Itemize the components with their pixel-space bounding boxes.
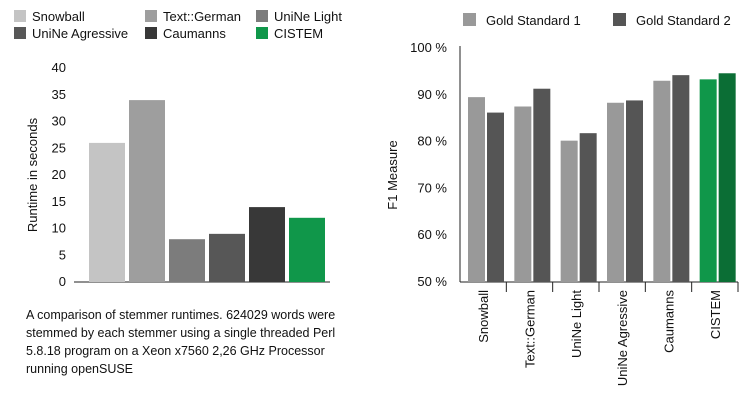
- chart-caption: A comparison of stemmer runtimes. 624029…: [26, 308, 336, 376]
- f1-bar: [514, 106, 532, 282]
- x-tick-label: Caumanns: [662, 290, 677, 353]
- y-tick-label: 70 %: [417, 180, 447, 195]
- legend-label: Caumanns: [163, 26, 226, 41]
- y-tick-label: 60 %: [417, 227, 447, 242]
- y-tick-label: 90 %: [417, 87, 447, 102]
- f1-bar: [672, 75, 690, 282]
- y-tick-label: 0: [59, 274, 66, 289]
- legend-swatch: [14, 27, 26, 39]
- f1-bar: [653, 80, 671, 282]
- f1-bar: [718, 73, 736, 282]
- f1-bar: [626, 100, 643, 282]
- y-tick-label: 40: [52, 60, 66, 75]
- x-tick-label: CISTEM: [708, 290, 723, 339]
- y-tick-label: 10: [52, 221, 66, 236]
- legend-label: UniNe Agressive: [32, 26, 128, 41]
- legend-swatch: [14, 10, 26, 22]
- legend-label: Snowball: [32, 9, 85, 24]
- x-tick-label: UniNe Light: [569, 290, 584, 358]
- f1-bar: [533, 88, 551, 282]
- runtime-bar: [169, 239, 205, 282]
- f1-bar: [699, 79, 717, 282]
- legend-label: CISTEM: [274, 26, 323, 41]
- y-tick-label: 80 %: [417, 134, 447, 149]
- legend-swatch: [613, 13, 626, 26]
- legend-label: Gold Standard 2: [636, 13, 731, 28]
- y-tick-label: 5: [59, 247, 66, 262]
- f1-bar: [560, 140, 578, 282]
- x-tick-label: UniNe Agressive: [615, 290, 630, 386]
- f1-bar: [468, 97, 485, 282]
- legend-label: Text::German: [163, 9, 241, 24]
- legend-label: Gold Standard 1: [486, 13, 581, 28]
- y-axis-title: F1 Measure: [385, 140, 400, 209]
- f1-bar: [607, 102, 624, 282]
- runtime-bar: [289, 217, 325, 282]
- y-tick-label: 25: [52, 140, 66, 155]
- f1-bar: [487, 112, 504, 282]
- runtime-bar: [249, 207, 285, 282]
- runtime-bar: [89, 142, 125, 282]
- y-tick-label: 20: [52, 167, 66, 182]
- legend-swatch: [256, 27, 268, 39]
- y-tick-label: 50 %: [417, 274, 447, 289]
- x-tick-label: Text::German: [523, 290, 538, 368]
- legend-swatch: [145, 10, 157, 22]
- legend-label: UniNe Light: [274, 9, 342, 24]
- y-tick-label: 100 %: [410, 40, 447, 55]
- legend-swatch: [256, 10, 268, 22]
- y-tick-label: 35: [52, 87, 66, 102]
- f1-bar: [579, 133, 597, 282]
- runtime-bar: [129, 100, 165, 282]
- runtime-bar: [209, 233, 245, 282]
- y-tick-label: 15: [52, 194, 66, 209]
- y-axis-title: Runtime in seconds: [25, 117, 40, 232]
- y-tick-label: 30: [52, 114, 66, 129]
- x-tick-label: Snowball: [476, 290, 491, 343]
- legend-swatch: [463, 13, 476, 26]
- legend-swatch: [145, 27, 157, 39]
